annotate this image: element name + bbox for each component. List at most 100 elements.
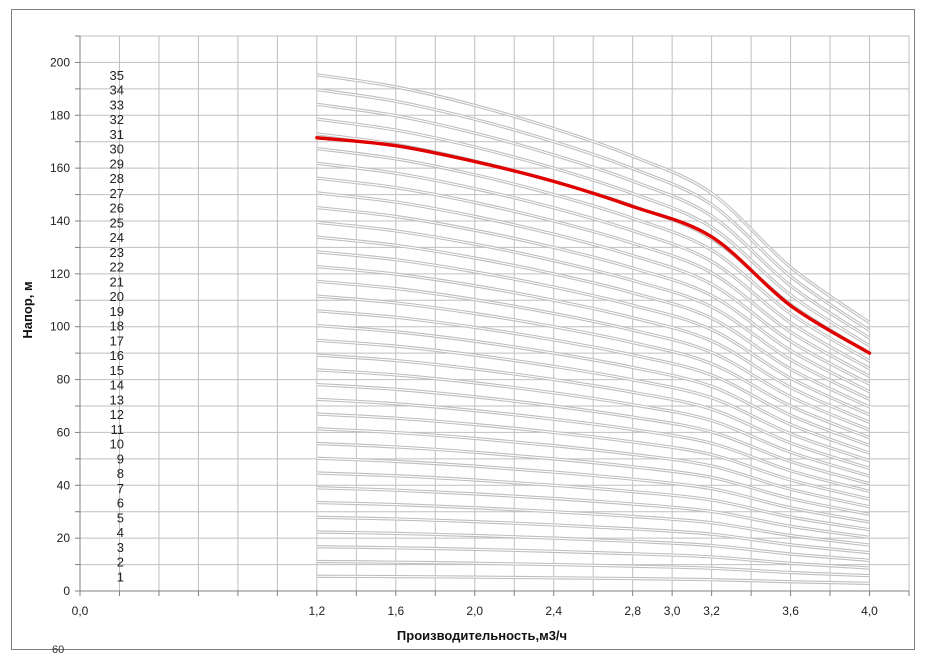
stage-curve-core-6: [316, 501, 870, 546]
stage-label: 30: [110, 142, 124, 157]
x-tick-label: 1,6: [387, 604, 404, 618]
x-tick-label: 1,2: [309, 604, 326, 618]
stage-curve-core-22: [316, 266, 870, 423]
stage-curve-core-21: [316, 280, 870, 431]
x-tick-labels: 0,0 1,2 1,6 2,0 2,4 2,8 3,0 3,2 3,6 4,0: [72, 604, 879, 618]
y-tick-label: 160: [50, 161, 70, 175]
stage-curve-core-11: [316, 428, 870, 508]
stage-curve-core-25: [316, 221, 870, 400]
highlight-curve-group: [315, 136, 872, 355]
stage-label: 26: [110, 201, 124, 216]
x-tick-label: 3,6: [782, 604, 799, 618]
y-tick-label: 60: [57, 425, 71, 439]
stage-curve-core-17: [316, 339, 870, 462]
stage-curve-core-15: [316, 369, 870, 477]
stage-label: 24: [110, 230, 124, 245]
stage-label: 21: [110, 274, 124, 289]
pump-curve-chart: 0,0 1,2 1,6 2,0 2,4 2,8 3,0 3,2 3,6 4,0 020406080…: [20, 35, 910, 643]
stage-label: 23: [110, 245, 124, 260]
y-tick-label: 80: [57, 373, 71, 387]
stage-curve-core-12: [316, 413, 870, 500]
stage-label: 17: [110, 333, 124, 348]
y-tick-label: 40: [57, 478, 71, 492]
stage-curve-core-27: [316, 192, 870, 385]
stage-curve-core-28: [316, 177, 870, 377]
stage-curve-core-13: [316, 398, 870, 492]
stage-curve-core-14: [316, 383, 870, 485]
stage-curve-core-4: [316, 531, 870, 561]
y-tick-label: 20: [57, 531, 71, 545]
y-tick-labels: 0 20 40 60 80 100 120 140 160 180 200: [50, 55, 70, 598]
stage-label: 25: [110, 215, 124, 230]
stage-label: 14: [110, 378, 124, 393]
stage-label: 32: [110, 112, 124, 127]
stage-label: 10: [110, 437, 124, 452]
stage-label: 22: [110, 260, 124, 275]
y-tick-label: 200: [50, 55, 70, 69]
stage-curve-core-10: [316, 442, 870, 515]
stage-curve-core-24: [316, 236, 870, 408]
stage-label: 2: [117, 555, 124, 570]
x-tick-label: 2,8: [624, 604, 641, 618]
stage-curve-core-30: [316, 148, 870, 362]
stage-label: 16: [110, 348, 124, 363]
stage-curve-core-8: [316, 472, 870, 531]
stage-label: 35: [110, 68, 124, 83]
stage-label: 4: [117, 525, 124, 540]
x-tick-label: 3,0: [664, 604, 681, 618]
stage-label: 12: [110, 407, 124, 422]
stage-label: 1: [117, 569, 124, 584]
x-tick-label: 2,0: [466, 604, 483, 618]
axes: [75, 35, 910, 596]
below-frame-partial-text: 60: [52, 644, 65, 656]
stage-label: 8: [117, 466, 124, 481]
stage-curve-core-20: [316, 295, 870, 439]
x-tick-label: 0,0: [72, 604, 89, 618]
stage-curve-core-34: [316, 89, 870, 331]
stage-curves: [316, 73, 871, 585]
stage-label: 18: [110, 319, 124, 334]
stage-curve-core-26: [316, 207, 870, 393]
stage-curve-core-18: [316, 325, 870, 454]
stage-curve-core-9: [316, 457, 870, 523]
y-tick-label: 120: [50, 267, 70, 281]
stage-label: 19: [110, 304, 124, 319]
stage-curve-core-33: [316, 103, 870, 339]
stage-label: 29: [110, 156, 124, 171]
x-tick-label: 4,0: [861, 604, 878, 618]
stage-labels: 1234567891011121314151617181920212223242…: [110, 68, 124, 584]
stage-label: 33: [110, 97, 124, 112]
stage-label: 28: [110, 171, 124, 186]
stage-label: 27: [110, 186, 124, 201]
stage-label: 20: [110, 289, 124, 304]
stage-curve-core-7: [316, 487, 870, 538]
stage-curve-core-3: [316, 546, 870, 569]
stage-curve-core-32: [316, 118, 870, 347]
stage-label: 9: [117, 451, 124, 466]
stage-curve-core-35: [316, 74, 870, 324]
stage-label: 31: [110, 127, 124, 142]
stage-curve-core-29: [316, 162, 870, 370]
stage-label: 7: [117, 481, 124, 496]
x-tick-label: 3,2: [703, 604, 720, 618]
y-tick-label: 140: [50, 214, 70, 228]
chart-frame: 0,0 1,2 1,6 2,0 2,4 2,8 3,0 3,2 3,6 4,0 0 20 40 60 80…: [11, 9, 915, 650]
stage-curve-core-16: [316, 354, 870, 469]
highlight-curve: [315, 136, 872, 355]
stage-label: 3: [117, 540, 124, 555]
stage-label: 34: [110, 83, 124, 98]
stage-label: 13: [110, 392, 124, 407]
x-tick-label: 2,4: [545, 604, 562, 618]
stage-label: 15: [110, 363, 124, 378]
stage-curve-core-23: [316, 251, 870, 416]
stage-curve-core-5: [316, 516, 870, 554]
stage-curve-core-1: [316, 575, 870, 584]
stage-curve-core-2: [316, 560, 870, 577]
y-tick-label: 0: [63, 584, 70, 598]
y-tick-label: 180: [50, 108, 70, 122]
y-axis-title: Напор, м: [20, 281, 35, 338]
stage-curve-core-19: [316, 310, 870, 446]
y-tick-label: 100: [50, 320, 70, 334]
x-axis-title: Производительность,м3/ч: [397, 628, 567, 643]
stage-label: 5: [117, 510, 124, 525]
